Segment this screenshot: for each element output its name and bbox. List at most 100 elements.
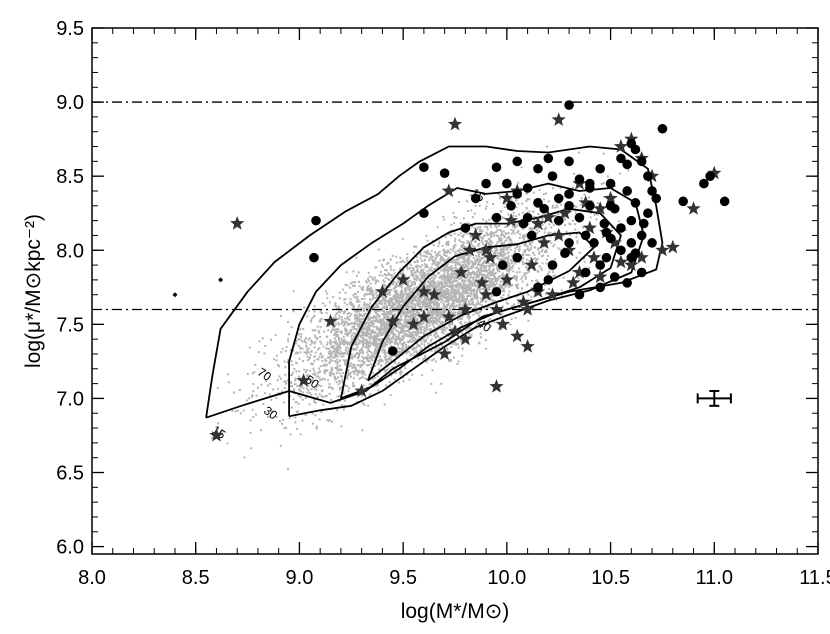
circle-point [547, 171, 558, 181]
circle-point [491, 286, 502, 297]
x-tick-label: 9.5 [389, 567, 417, 589]
circle-point [657, 123, 668, 134]
circle-point [616, 223, 626, 233]
contour-label: 70 [255, 365, 274, 384]
star-point [545, 287, 560, 301]
circle-point [585, 183, 595, 193]
circle-point [309, 252, 319, 263]
star-point [593, 201, 608, 215]
circle-point [506, 201, 516, 211]
circle-point [595, 282, 605, 293]
star-point [416, 309, 431, 323]
circle-point [616, 245, 626, 256]
circle-point [647, 238, 657, 248]
circle-point [311, 215, 321, 226]
background-dot-cloud [211, 145, 630, 470]
star-point [458, 302, 473, 316]
circle-point [533, 163, 543, 174]
star-point [572, 265, 587, 279]
star-point [462, 242, 477, 257]
y-tick-label: 9.0 [56, 92, 84, 114]
star-point [520, 302, 535, 316]
star-point [510, 328, 525, 343]
star-point [578, 195, 593, 209]
star-point [524, 257, 539, 272]
circle-point [564, 189, 574, 199]
star-point [441, 309, 456, 323]
circle-point [522, 212, 533, 223]
star-point [634, 250, 649, 264]
circle-point [574, 212, 585, 223]
star-point [586, 250, 602, 264]
circle-point [595, 163, 605, 174]
star-point [385, 313, 400, 328]
circle-point [564, 100, 574, 110]
star-point [323, 313, 338, 328]
y-tick-label: 9.5 [56, 18, 84, 40]
star-point [454, 265, 469, 279]
star-point [375, 284, 390, 298]
star-point [613, 139, 629, 153]
contour-50 [340, 207, 622, 400]
circle-point [522, 183, 533, 193]
circle-point [626, 238, 637, 248]
star-point [468, 227, 483, 242]
circle-point [491, 162, 502, 173]
tick-labels: 8.0 8.5 9.0 9.5 10.0 10.5 11.0 11.5 6.0 6.5 7.0 7.5… [56, 18, 830, 589]
circle-point [543, 275, 554, 285]
circle-point [539, 203, 549, 214]
axis-ticks [91, 27, 819, 554]
star-point [499, 190, 514, 205]
circle-point [605, 178, 616, 189]
circle-point [605, 201, 616, 211]
star-point [447, 324, 463, 338]
star-point [396, 272, 411, 286]
x-tick-label: 10.0 [487, 567, 526, 589]
y-axis-title: log(μ*/M⊙kpc⁻²) [22, 214, 45, 368]
x-tick-label: 11.0 [696, 567, 733, 589]
circle-point [622, 278, 632, 288]
circle-point [643, 171, 653, 181]
contour-label: 30 [261, 403, 280, 422]
contour-70 [367, 231, 595, 382]
star-point [499, 272, 514, 286]
circle-point [564, 156, 574, 167]
star-point [566, 275, 581, 289]
star-point [551, 112, 566, 126]
star-point [686, 201, 701, 215]
star-point [593, 269, 608, 283]
star-point [562, 242, 577, 257]
star-markers [209, 112, 722, 442]
misc-markers [172, 277, 732, 407]
circle-point [564, 238, 574, 248]
circle-point [553, 215, 564, 226]
circle-point [678, 196, 688, 207]
star-point [447, 116, 463, 131]
circle-point [533, 198, 543, 208]
reference-lines [92, 101, 818, 311]
circle-point [595, 260, 605, 270]
star-point [437, 346, 452, 360]
circle-point [512, 189, 523, 199]
star-point [624, 257, 639, 272]
star-point [613, 254, 629, 269]
y-tick-label: 8.5 [56, 166, 84, 188]
y-tick-label: 7.5 [56, 314, 84, 336]
circle-point [626, 215, 637, 226]
circle-point [638, 218, 649, 229]
star-point [603, 190, 618, 205]
star-point [516, 294, 531, 309]
circle-point [560, 248, 570, 259]
circle-point [512, 156, 523, 167]
y-tick-label: 6.5 [56, 463, 84, 485]
circle-point [605, 233, 616, 244]
star-point [489, 302, 504, 316]
circle-point [580, 267, 591, 278]
star-point [557, 205, 573, 220]
star-point [530, 216, 546, 230]
circle-point [705, 171, 715, 181]
x-tick-label: 10.5 [591, 567, 630, 589]
star-point [495, 316, 510, 331]
circle-point [609, 272, 620, 282]
star-point [479, 287, 494, 301]
